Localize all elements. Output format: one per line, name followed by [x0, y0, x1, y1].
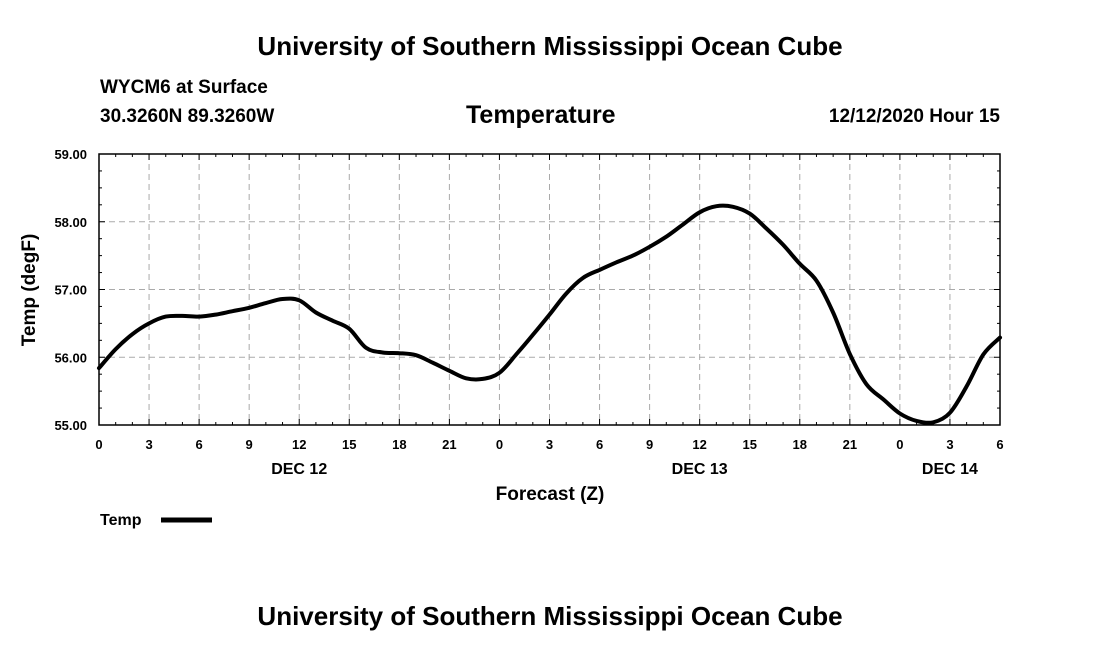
- station-label: WYCM6 at Surface: [100, 77, 268, 98]
- x-tick-label: 12: [292, 437, 306, 452]
- x-tick-label: 21: [843, 437, 857, 452]
- y-tick-label: 57.00: [54, 283, 87, 298]
- y-tick-labels: 55.00 56.00 57.00 58.00 59.00: [54, 147, 87, 433]
- date-labels: DEC 12 DEC 13 DEC 14: [271, 461, 978, 478]
- x-tick-label: 18: [392, 437, 406, 452]
- x-tick-label: 18: [793, 437, 807, 452]
- x-tick-label: 9: [646, 437, 653, 452]
- x-tick-label: 6: [596, 437, 603, 452]
- x-tick-label: 21: [442, 437, 456, 452]
- date-label: DEC 12: [271, 461, 327, 478]
- page-title: University of Southern Mississippi Ocean…: [257, 31, 843, 61]
- y-axis-label: Temp (degF): [19, 234, 40, 347]
- chart-title: Temperature: [466, 101, 616, 129]
- footer-title: University of Southern Mississippi Ocean…: [257, 601, 843, 631]
- x-tick-label: 15: [742, 437, 756, 452]
- x-tick-label: 3: [546, 437, 553, 452]
- y-tick-label: 58.00: [54, 215, 87, 230]
- x-tick-label: 9: [246, 437, 253, 452]
- coordinates-label: 30.3260N 89.3260W: [100, 106, 275, 127]
- x-axis-label: Forecast (Z): [496, 484, 605, 505]
- y-tick-label: 59.00: [54, 147, 87, 162]
- x-tick-label: 15: [342, 437, 356, 452]
- x-tick-label: 3: [145, 437, 152, 452]
- x-tick-label: 3: [946, 437, 953, 452]
- axis-ticks: [98, 153, 1001, 426]
- x-tick-label: 12: [692, 437, 706, 452]
- x-tick-labels: 0 3 6 9 12 15 18 21 0 3 6 9 12 15 18 21 0 3 6: [95, 437, 1003, 452]
- x-tick-label: 0: [95, 437, 102, 452]
- x-tick-label: 0: [496, 437, 503, 452]
- forecast-datetime: 12/12/2020 Hour 15: [828, 106, 1000, 127]
- x-tick-label: 6: [996, 437, 1003, 452]
- date-label: DEC 14: [922, 461, 978, 478]
- x-tick-label: 0: [896, 437, 903, 452]
- x-tick-label: 6: [195, 437, 202, 452]
- legend-label-temp: Temp: [100, 512, 142, 529]
- series-line-temp: [97, 203, 1002, 425]
- date-label: DEC 13: [672, 461, 728, 478]
- y-tick-label: 56.00: [54, 350, 87, 365]
- y-tick-label: 55.00: [54, 418, 87, 433]
